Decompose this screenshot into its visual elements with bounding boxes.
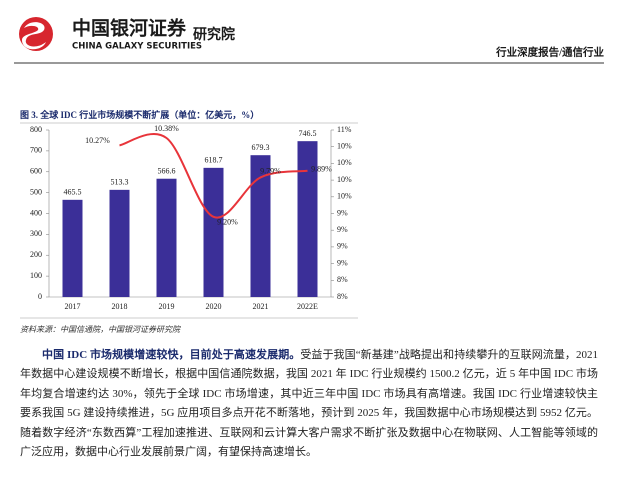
bar-value-label: 618.7: [205, 156, 223, 165]
line-value-label: 10.27%: [85, 136, 110, 145]
y-tick-label: 100: [30, 271, 42, 280]
body-text: 中国 IDC 市场规模增速较快，目前处于高速发展期。受益于我国“新基建”战略提出…: [20, 346, 598, 462]
y2-tick-label: 8%: [337, 275, 348, 284]
line-value-label: 9.20%: [217, 218, 238, 227]
body-rest: 受益于我国“新基建”战略提出和持续攀升的互联网流量，2021 年数据中心建设规模…: [20, 349, 598, 459]
y2-tick-label: 9%: [337, 242, 348, 251]
y-tick-label: 200: [30, 250, 42, 259]
y-tick-label: 600: [30, 167, 42, 176]
line-value-label: 9.79%: [260, 166, 281, 175]
bar-value-label: 566.6: [158, 167, 176, 176]
institute: 研究院: [193, 26, 235, 43]
body-lead: 中国 IDC 市场规模增速较快，目前处于高速发展期。: [42, 349, 301, 361]
line-value-label: 9.89%: [311, 165, 332, 174]
bar: [156, 178, 177, 297]
bar: [62, 199, 83, 297]
y-tick-label: 400: [30, 208, 42, 217]
source: 资料来源：中国信通院，中国银河证券研究院: [20, 325, 182, 334]
y2-tick-label: 10%: [337, 142, 352, 151]
y2-tick-label: 9%: [337, 208, 348, 217]
y-tick-label: 500: [30, 187, 42, 196]
y2-tick-label: 8%: [337, 292, 348, 301]
logo-cn: 中国银河证券: [72, 17, 187, 40]
x-tick-label: 2017: [65, 302, 81, 311]
bar-value-label: 465.5: [64, 188, 82, 197]
y2-tick-label: 9%: [337, 225, 348, 234]
y-tick-label: 700: [30, 146, 42, 155]
x-tick-label: 2019: [159, 302, 175, 311]
line-value-label: 10.38%: [154, 124, 179, 133]
x-tick-label: 2020: [206, 302, 222, 311]
y2-tick-label: 9%: [337, 258, 348, 267]
y2-tick-label: 10%: [337, 192, 352, 201]
y-tick-label: 0: [38, 292, 42, 301]
report-type: 行业深度报告/通信行业: [495, 45, 604, 58]
logo-en: CHINA GALAXY SECURITIES: [72, 42, 202, 52]
y-tick-label: 300: [30, 229, 42, 238]
y2-tick-label: 10%: [337, 175, 352, 184]
bar: [250, 155, 271, 297]
x-tick-label: 2022E: [297, 302, 318, 311]
logo: [19, 17, 53, 51]
chart: 中国银河证券 CHINA GALAXY SECURITIES 研究院 行业深度报…: [14, 17, 604, 334]
y2-tick-label: 10%: [337, 158, 352, 167]
bar: [297, 141, 318, 297]
x-tick-label: 2021: [253, 302, 269, 311]
line: [119, 132, 308, 219]
bar: [203, 167, 224, 297]
bar-value-label: 679.3: [252, 143, 270, 152]
y2-tick-label: 11%: [337, 125, 352, 134]
x-tick-label: 2018: [112, 302, 128, 311]
figure-title: 图 3. 全球 IDC 行业市场规模不断扩展（单位：亿美元，%）: [20, 109, 259, 120]
bar-value-label: 513.3: [111, 178, 129, 187]
bar-value-label: 746.5: [299, 129, 317, 138]
y-tick-label: 800: [30, 125, 42, 134]
bar: [109, 189, 130, 297]
